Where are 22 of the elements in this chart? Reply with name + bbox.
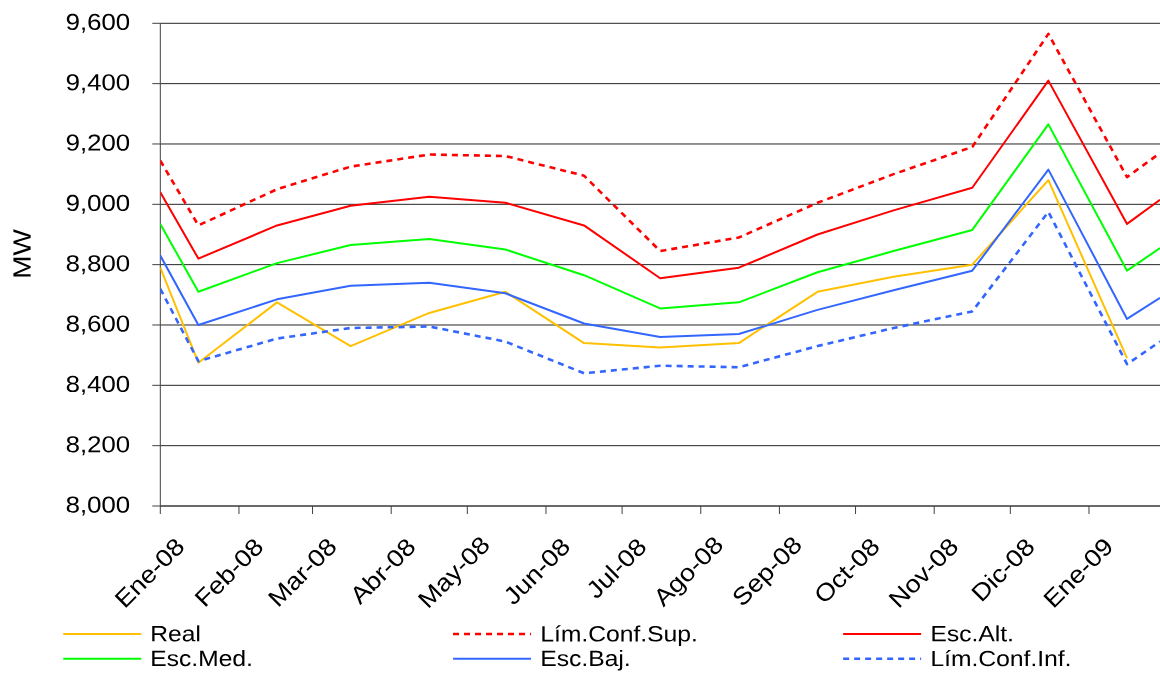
- y-tick-label: 8,000: [66, 496, 130, 516]
- y-tick-label: 8,400: [66, 375, 130, 395]
- y-axis-title: MW: [13, 229, 31, 277]
- y-tick-label: 9,200: [66, 134, 130, 154]
- line-series: [160, 168, 1160, 339]
- line-series: [160, 79, 1160, 280]
- legend-label: Lím.Conf.Inf.: [932, 649, 1070, 667]
- legend-label: Esc.Baj.: [542, 650, 629, 671]
- line-series: [160, 179, 1129, 364]
- y-tick-label: 8,200: [66, 436, 130, 456]
- y-tick-label: 9,400: [66, 74, 130, 94]
- line-series: [160, 210, 1160, 375]
- y-tick-label: 9,000: [66, 194, 130, 214]
- line-series: [160, 32, 1160, 253]
- line-series: [160, 123, 1160, 310]
- legend-label: Esc.Alt.: [932, 625, 1012, 642]
- y-tick-label: 8,800: [66, 255, 130, 275]
- y-tick-label: 8,600: [66, 315, 130, 335]
- legend-label: Real: [152, 625, 200, 642]
- legend-label: Esc.Med.: [152, 650, 251, 667]
- legend-label: Lím.Conf.Sup.: [542, 625, 696, 646]
- y-tick-label: 9,600: [66, 13, 130, 33]
